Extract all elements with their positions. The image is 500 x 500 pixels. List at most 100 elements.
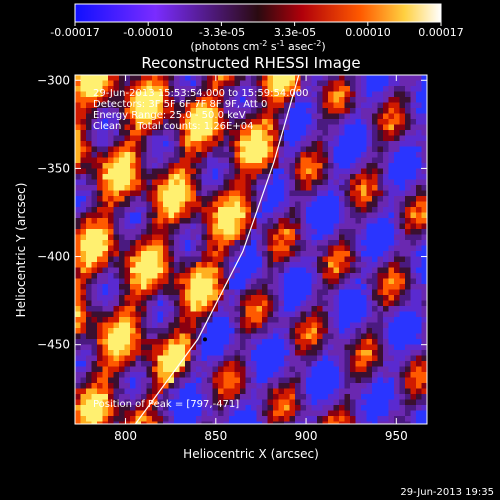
heatmap-cell [124,119,131,125]
heatmap-cell [141,410,147,417]
heatmap-cell [355,361,362,367]
heatmap-cell [273,113,279,120]
heatmap-cell [251,344,257,351]
heatmap-cell [306,399,312,406]
heatmap-cell [311,207,318,213]
heatmap-cell [300,196,307,202]
heatmap-cell [141,273,147,279]
heatmap-cell [174,168,180,175]
heatmap-cell [328,355,334,362]
heatmap-cell [240,124,246,131]
heatmap-cell [240,344,246,351]
heatmap-cell [190,190,197,197]
heatmap-cell [289,350,296,356]
heatmap-cell [344,366,351,373]
heatmap-cell [284,311,290,318]
heatmap-cell [135,102,142,109]
heatmap-cell [124,218,131,224]
heatmap-cell [152,251,158,257]
heatmap-cell [328,130,334,136]
heatmap-cell [86,405,92,411]
heatmap-cell [108,300,114,307]
heatmap-cell [355,152,362,158]
heatmap-cell [190,152,197,158]
heatmap-cell [284,124,290,131]
heatmap-cell [399,355,406,362]
heatmap-cell [119,196,125,202]
heatmap-cell [267,273,274,279]
heatmap-cell [212,196,219,202]
heatmap-cell [306,146,312,153]
heatmap-cell [207,405,213,411]
heatmap-cell [262,196,268,202]
heatmap-cell [163,256,169,263]
heatmap-cell [91,102,98,109]
heatmap-cell [201,157,208,164]
heatmap-cell [218,394,224,400]
heatmap-cell [185,416,191,422]
heatmap-cell [344,223,351,230]
heatmap-cell [410,322,417,329]
heatmap-cell [405,410,411,417]
heatmap-cell [185,152,191,158]
heatmap-cell [289,251,296,257]
heatmap-cell [108,75,114,81]
heatmap-cell [124,300,131,307]
heatmap-cell [212,218,219,224]
heatmap-cell [317,333,323,340]
heatmap-cell [91,168,98,175]
heatmap-cell [146,256,153,263]
heatmap-cell [190,322,197,329]
heatmap-cell [311,168,318,175]
heatmap-cell [179,234,186,241]
heatmap-cell [256,311,263,318]
heatmap-cell [229,394,235,400]
heatmap-cell [328,163,334,169]
heatmap-cell [212,119,219,125]
heatmap-cell [300,339,307,345]
heatmap-cell [212,135,219,142]
heatmap-cell [196,185,202,191]
heatmap-cell [405,262,411,268]
heatmap-cell [383,361,389,367]
heatmap-cell [212,240,219,246]
heatmap-cell [355,201,362,208]
heatmap-cell [333,328,340,334]
heatmap-cell [163,262,169,268]
heatmap-cell [190,267,197,274]
x-tick-label: 950 [385,429,408,443]
heatmap-cell [427,372,433,378]
heatmap-cell [91,405,98,411]
heatmap-cell [394,295,400,301]
heatmap-cell [119,240,125,246]
heatmap-cell [267,196,274,202]
heatmap-cell [251,405,257,411]
heatmap-cell [306,201,312,208]
heatmap-cell [185,284,191,290]
heatmap-cell [207,218,213,224]
heatmap-cell [207,174,213,180]
heatmap-cell [399,119,406,125]
heatmap-cell [75,179,81,186]
heatmap-cell [124,284,131,290]
heatmap-cell [86,328,92,334]
heatmap-cell [201,333,208,340]
heatmap-cell [75,163,81,169]
heatmap-cell [196,168,202,175]
heatmap-cell [152,405,158,411]
heatmap-cell [410,201,417,208]
heatmap-cell [256,97,263,103]
heatmap-cell [262,421,268,424]
heatmap-cell [234,311,241,318]
heatmap-cell [91,141,98,147]
heatmap-cell [328,80,334,87]
heatmap-cell [278,262,285,268]
heatmap-cell [212,207,219,213]
heatmap-cell [256,174,263,180]
heatmap-cell [119,394,125,400]
heatmap-cell [399,245,406,252]
heatmap-cell [322,157,329,164]
annotation-peak-position: Position of Peak = [797,-471] [93,399,239,410]
heatmap-cell [113,421,120,424]
heatmap-cell [267,278,274,285]
